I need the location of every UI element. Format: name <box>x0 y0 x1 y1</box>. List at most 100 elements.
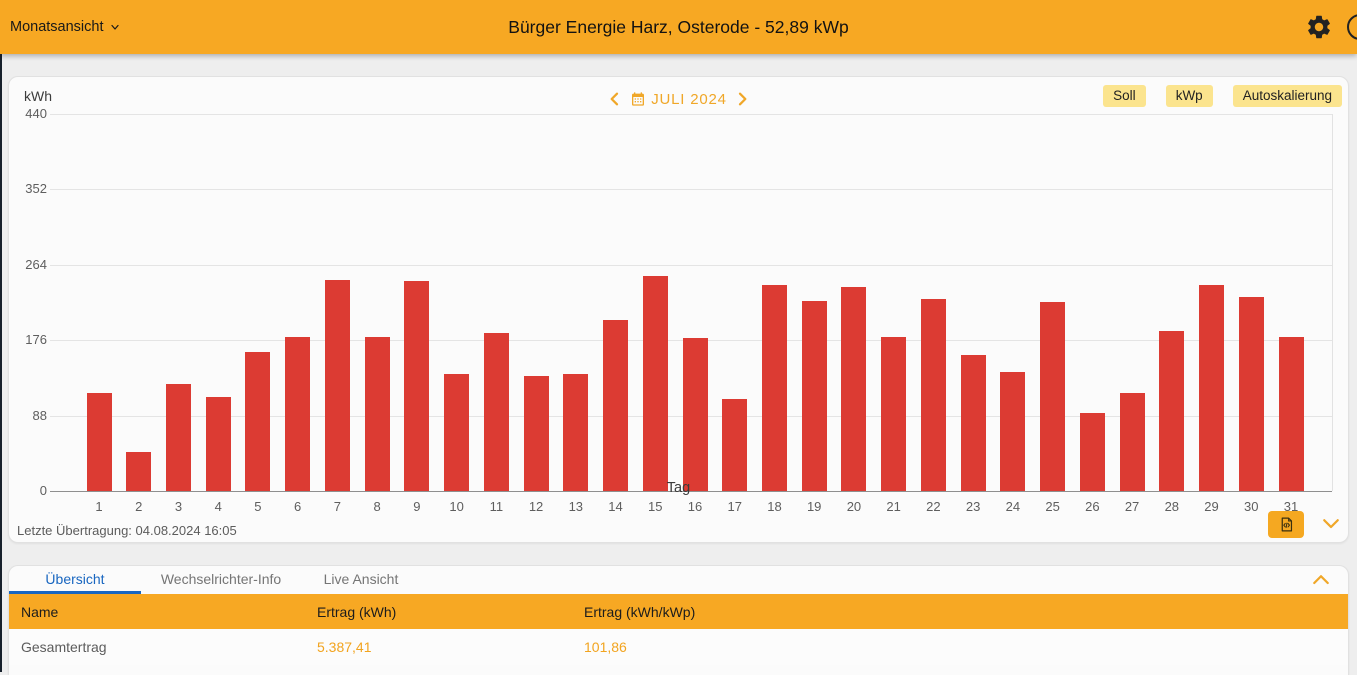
bar-day-17[interactable] <box>722 399 748 491</box>
tab-live-ansicht[interactable]: Live Ansicht <box>323 571 399 587</box>
month-navigation: JULI 2024 <box>9 89 1348 109</box>
bar-day-20[interactable] <box>841 287 867 491</box>
plot-area: 0 88 176 264 352 440 1 2 3 4 5 6 7 8 9 10 11 12 13 14 15 16 17… <box>25 106 1333 514</box>
tab--bersicht[interactable]: Übersicht <box>45 571 105 587</box>
view-selector[interactable]: Monatsansicht <box>10 0 121 54</box>
gridline-352 <box>50 189 1332 191</box>
bar-day-6[interactable] <box>285 336 311 491</box>
left-edge-strip <box>0 54 2 672</box>
bar-day-8[interactable] <box>364 336 390 491</box>
bar-day-25[interactable] <box>1040 301 1066 491</box>
x-tick-label-3: 3 <box>174 499 183 514</box>
x-tick-label-15: 15 <box>648 499 663 514</box>
gridline-440 <box>50 114 1332 115</box>
soll-toggle-button[interactable]: Soll <box>1103 85 1146 107</box>
bar-day-10[interactable] <box>444 373 470 491</box>
x-tick-label-13: 13 <box>568 499 584 514</box>
x-tick-label-11: 11 <box>489 499 504 514</box>
kwp-toggle-button[interactable]: kWp <box>1165 85 1213 107</box>
x-tick-label-20: 20 <box>846 499 862 514</box>
bar-day-4[interactable] <box>205 396 231 491</box>
autoscale-toggle-button[interactable]: Autoskalierung <box>1232 85 1342 107</box>
y-tick-label-88: 88 <box>32 407 47 423</box>
row-ertrag-kwh: 5.387,41 <box>317 639 372 655</box>
x-tick-label-16: 16 <box>687 499 703 514</box>
x-tick-label-9: 9 <box>413 499 421 514</box>
table-header-row: Name Ertrag (kWh) Ertrag (kWh/kWp) <box>9 594 1348 629</box>
bar-day-27[interactable] <box>1119 393 1145 491</box>
y-axis-unit-label: kWh <box>24 88 52 104</box>
x-tick-label-18: 18 <box>767 499 782 514</box>
month-label: JULI 2024 <box>651 90 727 108</box>
bar-day-3[interactable] <box>165 383 191 491</box>
table-header-ertrag-kwh: Ertrag (kWh) <box>317 603 397 620</box>
bar-day-21[interactable] <box>881 336 907 491</box>
x-tick-label-12: 12 <box>528 499 544 514</box>
x-tick-label-5: 5 <box>254 499 262 514</box>
x-tick-label-8: 8 <box>373 499 381 514</box>
x-tick-label-2: 2 <box>135 499 143 514</box>
x-tick-label-21: 21 <box>886 499 901 514</box>
chevron-up-icon[interactable] <box>1312 574 1330 586</box>
bar-day-30[interactable] <box>1238 296 1264 491</box>
bar-day-29[interactable] <box>1199 285 1225 491</box>
bar-day-7[interactable] <box>324 280 350 491</box>
bar-day-24[interactable] <box>1000 371 1026 491</box>
chart-toggles: Soll kWp Autoskalierung <box>1103 85 1342 107</box>
bar-day-28[interactable] <box>1159 330 1185 491</box>
active-tab-underline <box>9 591 141 594</box>
topbar: Monatsansicht Bürger Energie Harz, Oster… <box>0 0 1357 54</box>
x-tick-label-24: 24 <box>1005 499 1021 514</box>
export-file-icon <box>1281 517 1292 532</box>
row-name: Gesamtertrag <box>21 639 107 655</box>
view-selector-label: Monatsansicht <box>10 19 104 35</box>
x-tick-label-23: 23 <box>965 499 981 514</box>
bar-day-11[interactable] <box>483 333 509 491</box>
bar-day-13[interactable] <box>563 374 589 491</box>
x-tick-label-29: 29 <box>1204 499 1219 514</box>
bottom-panel: Übersicht Wechselrichter-Info Live Ansicht… <box>8 565 1349 675</box>
x-tick-label-17: 17 <box>727 499 742 514</box>
bar-day-9[interactable] <box>404 281 430 491</box>
x-tick-label-28: 28 <box>1164 499 1180 514</box>
bar-day-26[interactable] <box>1079 413 1105 491</box>
bar-day-5[interactable] <box>245 352 271 491</box>
bar-day-2[interactable] <box>126 452 152 491</box>
chevron-left-icon[interactable] <box>607 91 623 107</box>
gear-icon[interactable] <box>1305 13 1333 41</box>
bar-day-12[interactable] <box>523 376 549 491</box>
bar-day-22[interactable] <box>920 299 946 491</box>
last-transmission-status: Letzte Übertragung: 04.08.2024 16:05 <box>17 523 237 538</box>
gridline-264 <box>50 264 1332 266</box>
gridline-0 <box>50 491 1332 493</box>
x-tick-label-27: 27 <box>1124 499 1140 514</box>
chevron-down-icon[interactable] <box>1322 517 1340 531</box>
bar-day-15[interactable] <box>642 275 668 491</box>
x-tick-label-1: 1 <box>95 499 103 514</box>
tabs-row: Übersicht Wechselrichter-Info Live Ansicht <box>9 566 1348 594</box>
bar-day-31[interactable] <box>1278 336 1304 491</box>
export-button[interactable] <box>1268 511 1304 538</box>
bar-day-14[interactable] <box>603 320 629 491</box>
x-tick-label-10: 10 <box>449 499 464 514</box>
bar-day-18[interactable] <box>761 285 787 491</box>
x-tick-label-22: 22 <box>926 499 941 514</box>
bar-day-23[interactable] <box>960 354 986 491</box>
x-tick-label-6: 6 <box>294 499 302 514</box>
table-header-name: Name <box>21 603 59 620</box>
month-picker[interactable]: JULI 2024 <box>630 91 727 108</box>
y-tick-label-352: 352 <box>25 181 47 197</box>
x-tick-label-7: 7 <box>333 499 341 514</box>
y-tick-label-0: 0 <box>39 483 47 498</box>
x-tick-label-25: 25 <box>1045 499 1060 514</box>
chevron-right-icon[interactable] <box>734 91 750 107</box>
tab-wechselrichter-info[interactable]: Wechselrichter-Info <box>160 571 282 587</box>
chevron-down-icon <box>110 24 119 30</box>
bar-day-1[interactable] <box>86 393 112 491</box>
bar-day-16[interactable] <box>682 338 708 491</box>
table-header-ertrag-kwh-kwp: Ertrag (kWh/kWp) <box>584 603 696 620</box>
bar-day-19[interactable] <box>801 300 827 491</box>
chart-card: kWh JULI 2024 Soll kWp Autoskalierung 0 8… <box>8 76 1349 543</box>
x-axis-title: Tag <box>666 480 691 496</box>
x-tick-label-4: 4 <box>214 499 222 514</box>
